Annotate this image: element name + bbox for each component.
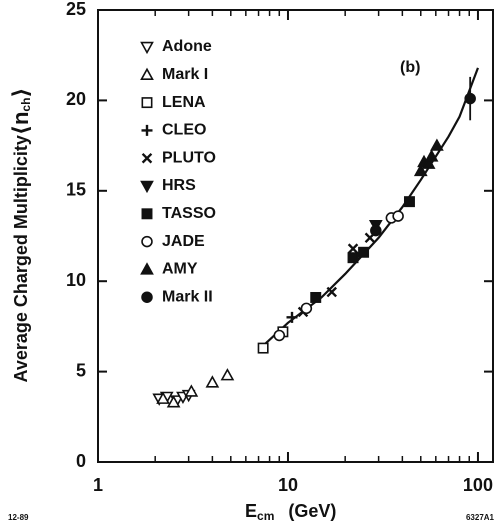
marker (370, 224, 382, 237)
marker (156, 391, 170, 404)
legend-label: PLUTO (162, 149, 216, 166)
marker (326, 286, 338, 298)
y-label-main: Average Charged Multiplicity (11, 135, 31, 382)
y-tick-label: 10 (66, 270, 86, 290)
marker (184, 384, 199, 397)
legend-label: CLEO (162, 122, 206, 139)
legend-label: Mark II (162, 288, 213, 305)
x-label-unit: (GeV) (288, 501, 336, 521)
y-label-sub: ch (19, 98, 33, 112)
legend-marker (141, 97, 153, 109)
marker (413, 163, 428, 177)
marker (300, 302, 313, 315)
y-axis-label: Average Charged Multiplicity⟨nch⟩ (8, 88, 33, 383)
fit-curve (257, 67, 479, 351)
legend-label: TASSO (162, 205, 216, 222)
x-axis-label: Ecm (GeV) (245, 501, 336, 523)
marker (430, 138, 444, 151)
marker (424, 149, 439, 162)
legend-label: AMY (162, 261, 198, 278)
marker (310, 291, 322, 303)
marker (257, 342, 269, 354)
y-tick-label: 15 (66, 180, 86, 200)
legend-label: Adone (162, 38, 212, 55)
footer-left: 12-89 (8, 513, 29, 522)
legend-marker (141, 208, 153, 220)
legend-marker (140, 180, 154, 194)
y-tick-label: 5 (76, 360, 86, 380)
marker (166, 395, 181, 408)
legend-label: LENA (162, 94, 206, 111)
legend-marker (141, 152, 153, 164)
marker (286, 311, 298, 323)
x-tick-label: 10 (278, 475, 298, 495)
marker (205, 375, 220, 388)
legend-label: JADE (162, 233, 205, 250)
y-tick-label: 25 (66, 0, 86, 19)
marker (220, 368, 235, 381)
y-label-symbol: ⟨n (8, 112, 33, 136)
plot-frame (97, 9, 494, 463)
legend-label: HRS (162, 177, 196, 194)
legend-marker (140, 41, 154, 55)
marker (347, 243, 359, 254)
marker (421, 156, 436, 169)
y-label-close: ⟩ (8, 88, 33, 98)
legend-marker (140, 262, 154, 275)
x-tick-label: 1 (93, 475, 103, 495)
x-label-sub: cm (257, 509, 274, 523)
y-tick-label: 0 (76, 451, 86, 471)
x-label-main: E (245, 501, 257, 521)
marker (347, 252, 359, 264)
x-tick-label: 100 (463, 475, 493, 495)
legend-marker (141, 124, 153, 136)
marker (392, 210, 404, 222)
legend-marker (140, 67, 154, 80)
marker (403, 196, 415, 208)
legend-marker (141, 235, 153, 248)
marker (273, 329, 286, 342)
legend-label: Mark I (162, 66, 208, 83)
legend-marker (141, 291, 153, 303)
footer-right: 6327A1 (466, 513, 495, 522)
marker (464, 92, 476, 105)
annotation: (b) (400, 59, 420, 76)
marker (358, 246, 370, 258)
y-tick-label: 20 (66, 89, 86, 109)
